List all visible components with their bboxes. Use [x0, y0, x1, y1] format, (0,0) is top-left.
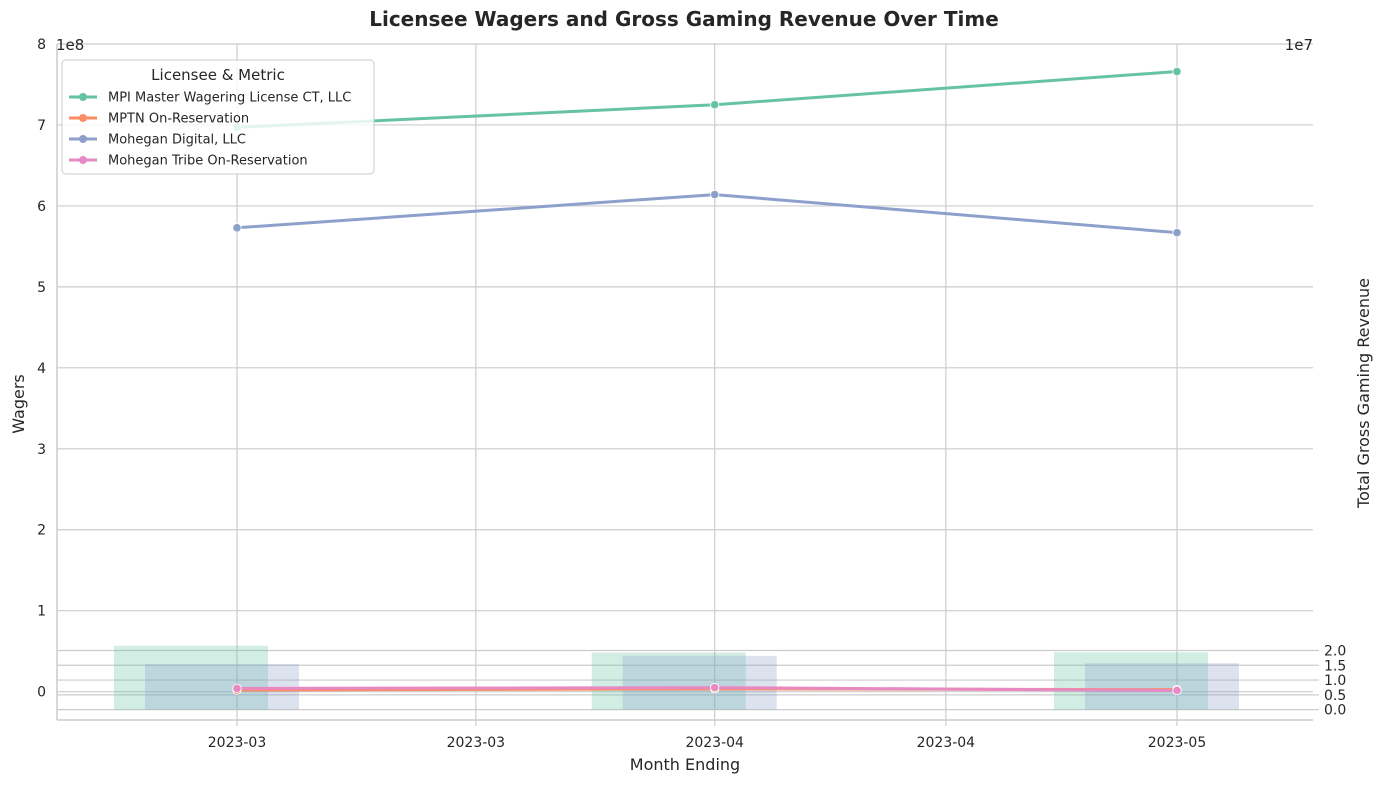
legend-box: [61, 59, 375, 175]
y-tick-label: 2: [37, 523, 46, 539]
point-mpi-master-wagering-license-ct-llc: [710, 100, 720, 110]
y-tick-label: 4: [37, 361, 46, 377]
y2-tick-label: 2.0: [1324, 643, 1346, 659]
y2-tick-label: 1.0: [1324, 673, 1346, 689]
bar-mpi-master-wagering-license-ct-llc: [591, 652, 746, 710]
bar-mpi-master-wagering-license-ct-llc: [1054, 652, 1208, 710]
bar-mohegan-digital-llc: [622, 655, 777, 710]
y-axis-label: Wagers: [9, 374, 28, 434]
point-mpi-master-wagering-license-ct-llc: [1172, 66, 1182, 77]
y2-tick-label: 0.0: [1324, 703, 1346, 719]
x-tick-label: 2023-05: [1148, 735, 1207, 751]
x-tick-label: 2023-04: [917, 735, 976, 751]
x-tick-label: 2023-04: [685, 735, 744, 751]
legend-swatch-marker: [79, 114, 87, 122]
legend-swatch-marker: [79, 156, 87, 164]
point-mohegan-tribe-on-reservation: [710, 683, 720, 693]
point-mohegan-digital-llc: [710, 189, 720, 200]
y-tick-label: 1: [37, 604, 46, 620]
y2-tick-label: 1.5: [1324, 658, 1346, 674]
lines: [232, 66, 1182, 696]
legend-swatch-marker: [79, 93, 87, 101]
legend-swatch-marker: [79, 135, 87, 143]
legend-title: Licensee & Metric: [151, 66, 285, 84]
bar-mpi-master-wagering-license-ct-llc: [114, 645, 268, 710]
legend-label-mohegan-digital-llc: Mohegan Digital, LLC: [108, 133, 246, 148]
y2-tick-label: 0.5: [1324, 688, 1346, 704]
x-tick-label: 2023-03: [447, 735, 506, 751]
x-tick-label: 2023-03: [208, 735, 267, 751]
y-tick-label: 3: [37, 442, 46, 458]
y-tick-label: 5: [37, 280, 46, 296]
y2-axis-label: Total Gross Gaming Revenue: [1354, 278, 1373, 509]
point-mohegan-tribe-on-reservation: [1172, 685, 1182, 696]
bar-mohegan-digital-llc: [1085, 663, 1239, 710]
legend: Licensee & Metric MPI Master Wagering Lic…: [61, 59, 375, 175]
point-mohegan-digital-llc: [1172, 228, 1182, 238]
y-axis-multiplier: 1e8: [56, 36, 84, 54]
x-axis-label: Month Ending: [630, 755, 740, 774]
axes: 2023-03 2023-03 2023-04 2023-04 2023-05 0 1 2 3 4…: [37, 37, 1346, 751]
y-tick-label: 6: [37, 199, 46, 215]
y-tick-label: 0: [37, 685, 46, 701]
grid: [57, 43, 1313, 720]
bars: [114, 645, 1239, 710]
legend-label-mohegan-tribe-on-reservation: Mohegan Tribe On-Reservation: [108, 154, 308, 169]
y2-axis-multiplier: 1e7: [1285, 36, 1313, 54]
point-mohegan-digital-llc: [232, 223, 242, 233]
chart-title: Licensee Wagers and Gross Gaming Revenue…: [369, 7, 999, 31]
y-tick-label: 7: [37, 118, 46, 134]
line-mpi-master-wagering-license-ct-llc: [235, 70, 1179, 129]
line-mohegan-digital-llc: [235, 193, 1179, 235]
y-tick-label: 8: [37, 37, 46, 53]
point-mohegan-tribe-on-reservation: [232, 683, 242, 694]
legend-label-mpi-master-wagering-license-ct-llc: MPI Master Wagering License CT, LLC: [108, 91, 351, 106]
legend-label-mptn-on-reservation: MPTN On-Reservation: [108, 112, 249, 127]
